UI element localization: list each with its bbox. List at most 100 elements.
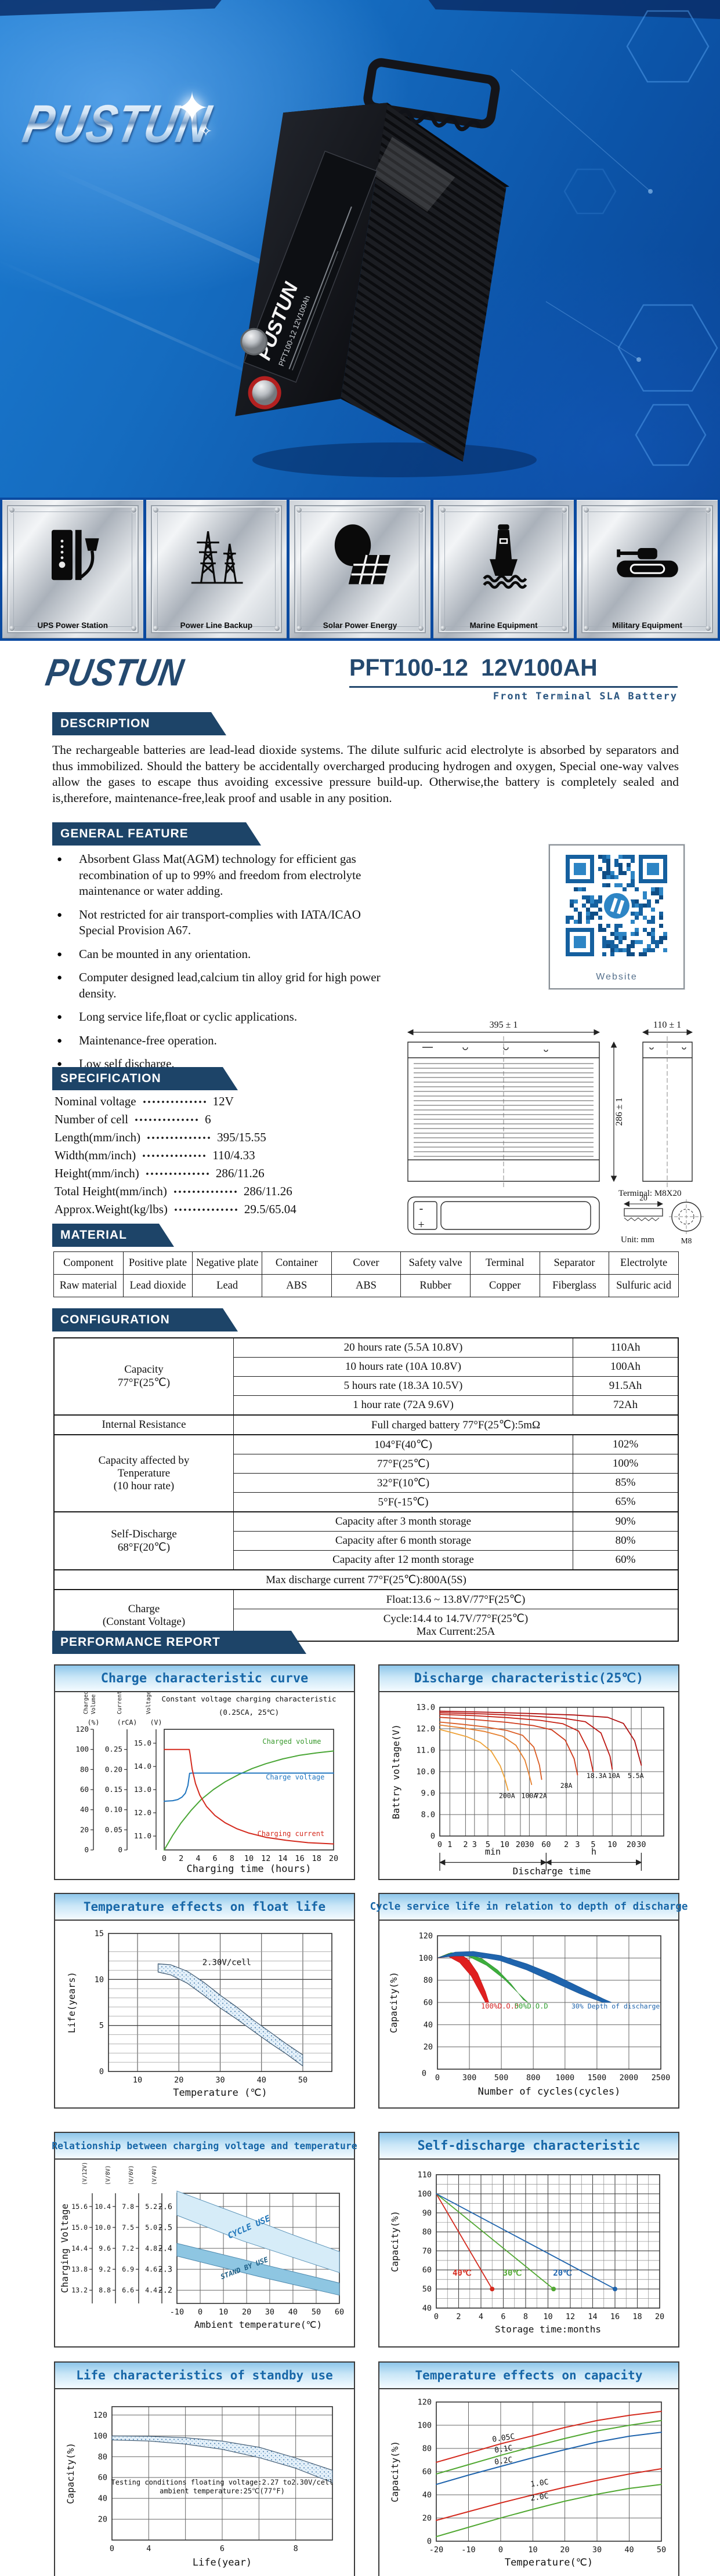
svg-text:4.6: 4.6 <box>145 2265 157 2273</box>
cell: 80% <box>573 1531 679 1551</box>
svg-text:3: 3 <box>472 1840 477 1849</box>
svg-text:40: 40 <box>288 2307 298 2317</box>
standby-life-chart: 0 4 6 8 20 40 60 80 100 120 Testing conditions flo… <box>65 2406 334 2568</box>
svg-text:8.8: 8.8 <box>99 2286 111 2294</box>
svg-text:Charged volume: Charged volume <box>262 1737 321 1746</box>
svg-text:80: 80 <box>422 2444 432 2453</box>
svg-text:18.3A: 18.3A <box>587 1772 607 1780</box>
svg-text:100: 100 <box>418 2189 432 2198</box>
table-row: Cycle:14.4 to 14.7V/77°F(25℃) Max Curren… <box>54 1609 679 1642</box>
svg-text:10.0: 10.0 <box>95 2223 111 2232</box>
metal-plate-inner <box>444 511 563 627</box>
svg-text:50: 50 <box>312 2307 321 2317</box>
svg-text:14.4: 14.4 <box>71 2244 88 2252</box>
spec-row: Approx.Weight(kg/lbs) 29.5/65.04 <box>55 1200 379 1218</box>
chart-title: Temperature effects on float life <box>55 1894 354 1921</box>
svg-text:20: 20 <box>424 2042 433 2052</box>
svg-text:5: 5 <box>486 1840 490 1849</box>
cell: Capacity after 12 month storage <box>233 1550 573 1570</box>
svg-text:10.0: 10.0 <box>416 1768 435 1777</box>
app-caption: Solar Power Energy <box>323 621 397 630</box>
dimension-drawing: 395 ± 1 286 ± 1 110 ± 1 - + Terminal: M8… <box>407 1020 707 1245</box>
cell: 90% <box>573 1511 679 1532</box>
float-life-chart: 10 20 30 40 50 0 5 10 15 2.30V/cell Temperature (℃… <box>66 1929 332 2099</box>
spec-label: Width(mm/inch) <box>55 1148 136 1162</box>
temperature-capacity-chart: -20 -10 0 10 20 30 40 50 0 20 40 60 80 100 120 0.05C0.1… <box>389 2398 666 2569</box>
svg-text:13.8: 13.8 <box>71 2265 88 2273</box>
section-heading-performance: PERFORMANCE REPORT <box>52 1631 306 1654</box>
svg-text:0: 0 <box>430 1832 435 1841</box>
charging-voltage-temperature-chart: 13.2 13.8 14.4 15.0 15.6 (V/12V) 8.8 9.2 9.6 10.0… <box>59 2162 344 2330</box>
svg-text:15.0: 15.0 <box>71 2223 88 2232</box>
svg-text:0: 0 <box>99 2067 104 2077</box>
svg-text:60: 60 <box>335 2307 344 2317</box>
cell: Full charged battery 77°F(25℃):5mΩ <box>233 1414 679 1435</box>
feature-list: Absorbent Glass Mat(AGM) technology for … <box>56 851 391 1080</box>
svg-text:h: h <box>591 1846 596 1857</box>
svg-text:0.1C: 0.1C <box>494 2444 513 2455</box>
svg-text:ambient temperature:25℃(77°F): ambient temperature:25℃(77°F) <box>160 2487 285 2495</box>
spec-row: Nominal voltage 12V <box>55 1093 379 1111</box>
svg-text:11.0: 11.0 <box>134 1831 151 1840</box>
spec-value: 6 <box>205 1112 211 1126</box>
svg-text:28A: 28A <box>560 1782 573 1790</box>
cell: 100% <box>573 1454 679 1474</box>
title-underline <box>349 686 678 688</box>
chart-title: Charge characteristic curve <box>55 1666 354 1692</box>
cell: Lead dioxide <box>122 1274 193 1297</box>
svg-text:1.0C: 1.0C <box>530 2478 549 2489</box>
cell: Positive plate <box>122 1251 193 1275</box>
cell: 102% <box>573 1434 679 1454</box>
svg-text:80: 80 <box>80 1765 89 1773</box>
svg-text:60: 60 <box>424 1998 433 2008</box>
svg-text:Current: Current <box>117 1692 123 1714</box>
spec-label: Nominal voltage <box>55 1094 136 1108</box>
cell: 10 hours rate (10A 10.8V) <box>233 1357 573 1377</box>
svg-text:80: 80 <box>424 1976 433 1985</box>
svg-text:14: 14 <box>278 1854 287 1863</box>
cell: 5°F(-15℃) <box>233 1492 573 1512</box>
chart-title: Cycle service life in relation to depth … <box>370 1894 688 1921</box>
chart-panel-self-discharge: Self-discharge characteristic 0 2 4 6 8 10 12 1… <box>378 2132 679 2348</box>
svg-text:Storage time:months: Storage time:months <box>495 2324 601 2335</box>
svg-text:50: 50 <box>657 2545 666 2555</box>
svg-text:3: 3 <box>575 1840 580 1849</box>
svg-text:13.2: 13.2 <box>71 2286 88 2294</box>
metal-plate-inner <box>157 511 276 627</box>
cell: Rubber <box>400 1274 471 1297</box>
svg-text:50%D.O.D: 50%D.O.D <box>515 2002 548 2010</box>
svg-text:Charging Voltage: Charging Voltage <box>59 2204 70 2293</box>
svg-text:Battry voltage(V): Battry voltage(V) <box>390 1724 401 1819</box>
cell: 1 hour rate (72A 9.6V) <box>233 1395 573 1416</box>
svg-text:120: 120 <box>75 1725 89 1733</box>
svg-text:30: 30 <box>524 1840 534 1849</box>
svg-text:20: 20 <box>174 2076 183 2085</box>
section-heading-general-feature: GENERAL FEATURE <box>52 822 261 846</box>
chart-title: Relationship between charging voltage an… <box>52 2133 357 2160</box>
dot-leader <box>146 1134 212 1141</box>
svg-text:1000: 1000 <box>556 2073 575 2082</box>
brand-logo: PUSTUN <box>42 651 187 694</box>
sparkle-decor: ✦ ✧ <box>174 84 212 140</box>
app-caption: Marine Equipment <box>469 621 538 630</box>
svg-text:30% Depth of discharge: 30% Depth of discharge <box>571 2002 660 2010</box>
svg-text:(V): (V) <box>150 1718 162 1726</box>
svg-text:Constant voltage charging char: Constant voltage charging characteristic <box>161 1695 336 1703</box>
svg-text:Testing conditions floating vo: Testing conditions floating voltage:2.27… <box>111 2479 334 2487</box>
cell: Negative plate <box>192 1251 262 1275</box>
svg-text:20: 20 <box>329 1854 338 1863</box>
svg-text:60: 60 <box>98 2473 107 2483</box>
description-text: The rechargeable batteries are lead-lead… <box>52 743 679 805</box>
svg-text:Charge voltage: Charge voltage <box>266 1773 324 1781</box>
svg-text:9.0: 9.0 <box>421 1789 435 1798</box>
feature-item: Not restricted for air transport-complie… <box>56 907 391 939</box>
svg-text:Temperature(℃): Temperature(℃) <box>505 2557 593 2568</box>
feature-item: Absorbent Glass Mat(AGM) technology for … <box>56 851 391 899</box>
terminal-spec: Terminal: M8X20 <box>618 1189 682 1198</box>
svg-text:5.5A: 5.5A <box>628 1772 644 1780</box>
cell: Sulfuric acid <box>609 1274 679 1297</box>
cell: 100Ah <box>573 1357 679 1377</box>
svg-text:Charged: Charged <box>83 1692 89 1714</box>
spec-value: 12V <box>212 1094 234 1108</box>
